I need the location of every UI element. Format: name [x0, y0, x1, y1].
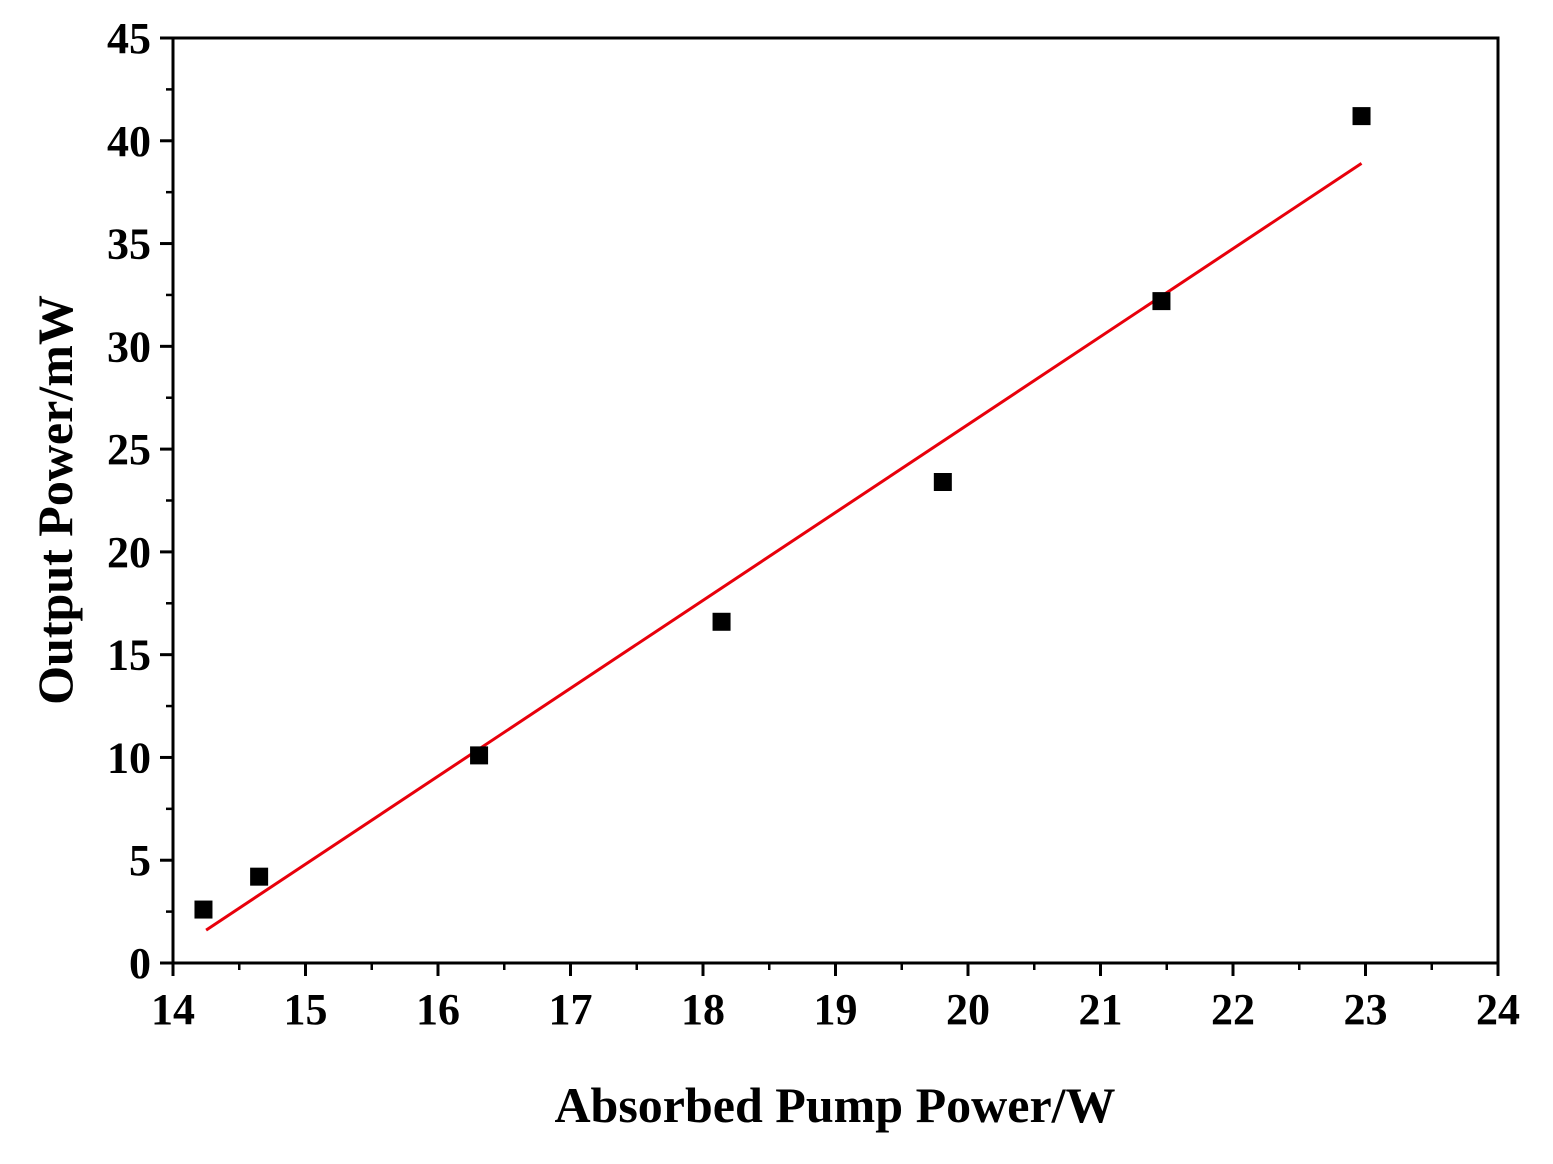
y-tick-label: 5 [129, 836, 151, 885]
x-tick-labels: 14 15 16 17 18 19 20 21 22 23 24 [151, 985, 1520, 1034]
x-tick-label: 24 [1476, 985, 1520, 1034]
y-axis-title: Output Power/mW [27, 295, 83, 705]
data-points [194, 107, 1371, 919]
data-point [250, 867, 269, 886]
y-tick-label: 15 [107, 631, 151, 680]
y-tick-label: 45 [107, 14, 151, 63]
y-tick-label: 35 [107, 220, 151, 269]
y-tick-label: 20 [107, 528, 151, 577]
y-tick-label: 40 [107, 117, 151, 166]
y-tick-label: 10 [107, 733, 151, 782]
x-tick-label: 20 [946, 985, 990, 1034]
x-tick-label: 16 [416, 985, 460, 1034]
y-tick-label: 0 [129, 939, 151, 988]
y-tick-label: 25 [107, 425, 151, 474]
x-tick-label: 14 [151, 985, 195, 1034]
y-tick-labels: 0 5 10 15 20 25 30 35 40 45 [107, 14, 151, 988]
tick-marks [160, 36, 1500, 976]
plot-frame [171, 36, 1500, 965]
x-tick-label: 23 [1344, 985, 1388, 1034]
x-tick-label: 17 [549, 985, 593, 1034]
x-axis-title: Absorbed Pump Power/W [554, 1077, 1115, 1133]
x-tick-label: 19 [814, 985, 858, 1034]
x-tick-label: 15 [284, 985, 328, 1034]
data-point [1152, 292, 1171, 311]
data-point [933, 473, 952, 491]
data-point [194, 900, 213, 919]
x-tick-label: 18 [681, 985, 725, 1034]
data-point [712, 612, 731, 631]
x-tick-label: 22 [1211, 985, 1255, 1034]
fit-layer [205, 162, 1363, 932]
data-point [470, 746, 489, 765]
y-tick-label: 30 [107, 322, 151, 371]
data-point [1352, 107, 1371, 126]
x-tick-label: 21 [1079, 985, 1123, 1034]
fit-line [205, 162, 1363, 932]
